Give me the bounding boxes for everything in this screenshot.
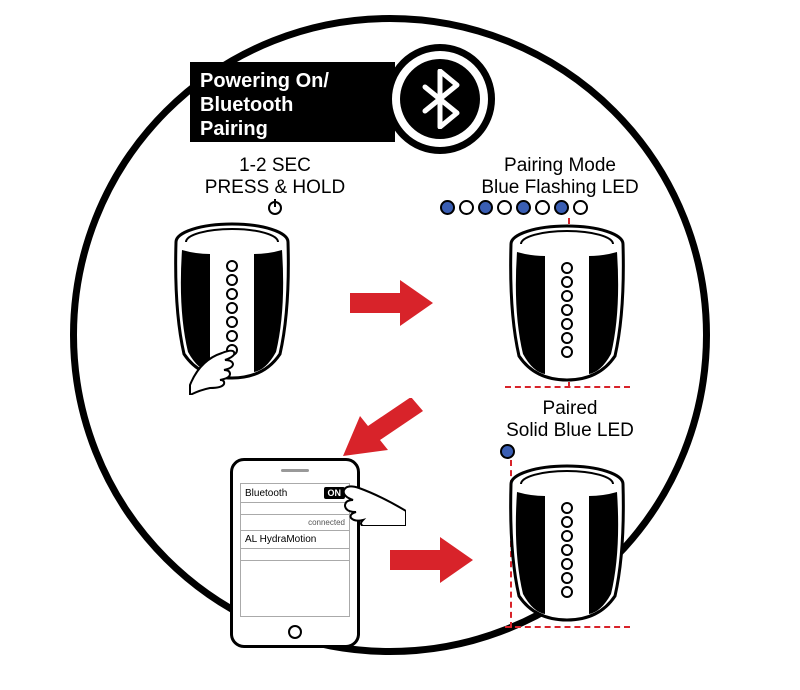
step3-label: Paired Solid Blue LED bbox=[470, 398, 670, 442]
step2-line-1: Pairing Mode bbox=[504, 155, 616, 176]
step1-line-1: 1-2 SEC bbox=[239, 155, 311, 176]
bluetooth-icon bbox=[415, 69, 465, 129]
bluetooth-badge-inner bbox=[400, 59, 480, 139]
led-on bbox=[554, 200, 569, 215]
led-solid bbox=[500, 444, 515, 459]
speaker-illustration-2 bbox=[495, 222, 650, 397]
phone-screen: Bluetooth ON connected AL HydraMotion bbox=[240, 483, 350, 617]
step3-line-1: Paired bbox=[543, 398, 598, 419]
step3-line-2: Solid Blue LED bbox=[506, 420, 634, 441]
power-icon bbox=[266, 198, 284, 216]
header-line-3: Pairing bbox=[200, 118, 268, 140]
led-off bbox=[573, 200, 588, 215]
led-on bbox=[478, 200, 493, 215]
arrow-3 bbox=[385, 535, 475, 585]
speaker-step1 bbox=[160, 220, 315, 395]
speaker-illustration-1 bbox=[160, 220, 315, 395]
led-off bbox=[535, 200, 550, 215]
phone: Bluetooth ON connected AL HydraMotion bbox=[230, 458, 360, 648]
speaker-step3 bbox=[495, 462, 650, 637]
phone-bt-row: Bluetooth ON bbox=[241, 484, 349, 503]
phone-bt-label: Bluetooth bbox=[245, 488, 287, 499]
phone-device-name: AL HydraMotion bbox=[245, 534, 316, 545]
phone-earpiece bbox=[281, 469, 309, 472]
speaker-step2 bbox=[495, 222, 650, 397]
arrow-1 bbox=[345, 278, 435, 328]
finger-tap-icon bbox=[341, 476, 406, 526]
phone-connected-status: connected bbox=[241, 515, 349, 531]
header-line-1: Powering On/ bbox=[200, 70, 329, 92]
led-on bbox=[440, 200, 455, 215]
led-pattern bbox=[440, 200, 588, 215]
header-line-2: Bluetooth bbox=[200, 94, 293, 116]
phone-home-button bbox=[288, 625, 302, 639]
bluetooth-badge bbox=[385, 44, 495, 154]
speaker-illustration-3 bbox=[495, 462, 650, 637]
phone-spacer-1 bbox=[241, 503, 349, 515]
step2-label: Pairing Mode Blue Flashing LED bbox=[450, 155, 670, 199]
led-off bbox=[497, 200, 512, 215]
led-on bbox=[516, 200, 531, 215]
phone-device-row: AL HydraMotion bbox=[241, 531, 349, 549]
header-title-box: Powering On/ Bluetooth Pairing bbox=[190, 62, 395, 142]
step2-line-2: Blue Flashing LED bbox=[481, 177, 638, 198]
led-off bbox=[459, 200, 474, 215]
phone-spacer-2 bbox=[241, 549, 349, 561]
header-band: Powering On/ Bluetooth Pairing bbox=[190, 62, 470, 142]
step1-line-2: PRESS & HOLD bbox=[205, 177, 345, 198]
arrow-2 bbox=[338, 398, 428, 458]
step1-label: 1-2 SEC PRESS & HOLD bbox=[175, 155, 375, 199]
